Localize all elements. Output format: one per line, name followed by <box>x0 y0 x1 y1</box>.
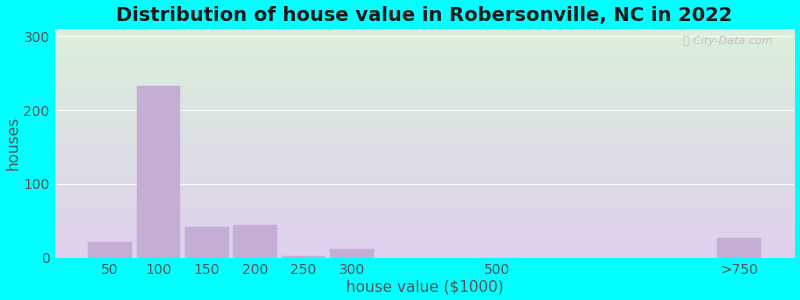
Bar <box>330 249 374 258</box>
X-axis label: house value ($1000): house value ($1000) <box>346 279 503 294</box>
Title: Distribution of house value in Robersonville, NC in 2022: Distribution of house value in Robersonv… <box>116 6 733 25</box>
Y-axis label: houses: houses <box>6 116 21 170</box>
Bar <box>282 256 326 258</box>
Bar <box>137 86 180 258</box>
Bar <box>718 238 761 258</box>
Bar <box>185 227 229 258</box>
Bar <box>234 225 277 258</box>
Text: ⓘ City-Data.com: ⓘ City-Data.com <box>682 36 772 46</box>
Bar <box>88 242 132 258</box>
